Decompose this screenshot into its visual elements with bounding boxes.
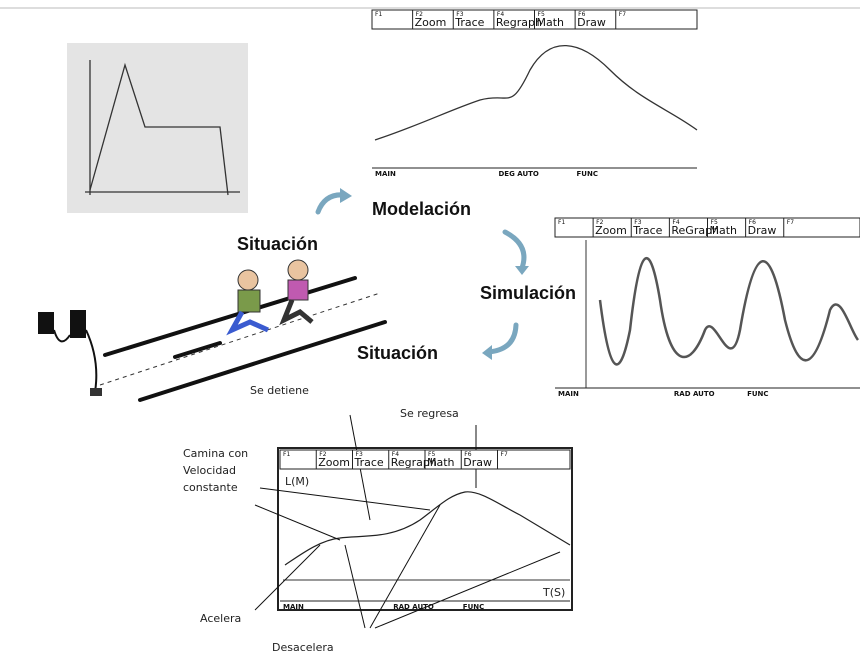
fkey-label: F7 bbox=[501, 451, 508, 458]
screen3-frame bbox=[278, 448, 572, 610]
label-camina: constante bbox=[183, 481, 238, 494]
status-label: MAIN bbox=[283, 603, 304, 611]
fkey-label: F7 bbox=[619, 11, 626, 18]
annotation-arrows bbox=[255, 415, 560, 628]
screen2-frame bbox=[586, 240, 858, 388]
toolbar-button: Zoom bbox=[318, 456, 350, 469]
toolbar-button: Math bbox=[537, 16, 565, 29]
status-label: FUNC bbox=[463, 603, 484, 611]
motion-curve bbox=[285, 492, 570, 565]
status-label: FUNC bbox=[577, 170, 598, 178]
x-axis-label: T(S) bbox=[542, 586, 565, 599]
model-curve bbox=[375, 46, 697, 140]
status-label: MAIN bbox=[558, 390, 579, 398]
label-camina: Velocidad bbox=[183, 464, 236, 477]
toolbar-button: Math bbox=[710, 224, 738, 237]
label-simulacion: Simulación bbox=[480, 283, 576, 303]
y-axis-label: L(M) bbox=[285, 475, 309, 488]
toolbar-button: Draw bbox=[748, 224, 777, 237]
toolbar-button: Trace bbox=[454, 16, 484, 29]
label-situacion: Situación bbox=[237, 234, 318, 254]
toolbar-button: Zoom bbox=[595, 224, 627, 237]
toolbar-button: Draw bbox=[463, 456, 492, 469]
status-label: RAD AUTO bbox=[674, 390, 715, 398]
status-label: RAD AUTO bbox=[393, 603, 434, 611]
label-camina: Camina con bbox=[183, 447, 248, 460]
label-modelacion: Modelación bbox=[372, 199, 471, 219]
motion-detector bbox=[38, 310, 102, 396]
status-label: MAIN bbox=[375, 170, 396, 178]
toolbar-button: Trace bbox=[354, 456, 384, 469]
toolbar-button: Draw bbox=[577, 16, 606, 29]
diagram: Modelación Situación Simulación Situació… bbox=[0, 0, 860, 655]
label-se-detiene: Se detiene bbox=[250, 384, 309, 397]
sketch-graph bbox=[67, 43, 248, 213]
toolbar-button: Regraph bbox=[496, 16, 542, 29]
label-desacelera: Desacelera bbox=[272, 641, 334, 654]
status-label: DEG AUTO bbox=[499, 170, 539, 178]
label-acelera: Acelera bbox=[200, 612, 241, 625]
label-se-regresa: Se regresa bbox=[400, 407, 459, 420]
toolbar-button: Math bbox=[427, 456, 455, 469]
fkey-label: F1 bbox=[558, 219, 565, 226]
fkey-label: F1 bbox=[375, 11, 382, 18]
toolbar-button: Zoom bbox=[415, 16, 447, 29]
fkey-label: F7 bbox=[787, 219, 794, 226]
toolbar-button: Trace bbox=[632, 224, 662, 237]
label-situacion: Situación bbox=[357, 343, 438, 363]
status-label: FUNC bbox=[747, 390, 768, 398]
fkey-label: F1 bbox=[283, 451, 290, 458]
